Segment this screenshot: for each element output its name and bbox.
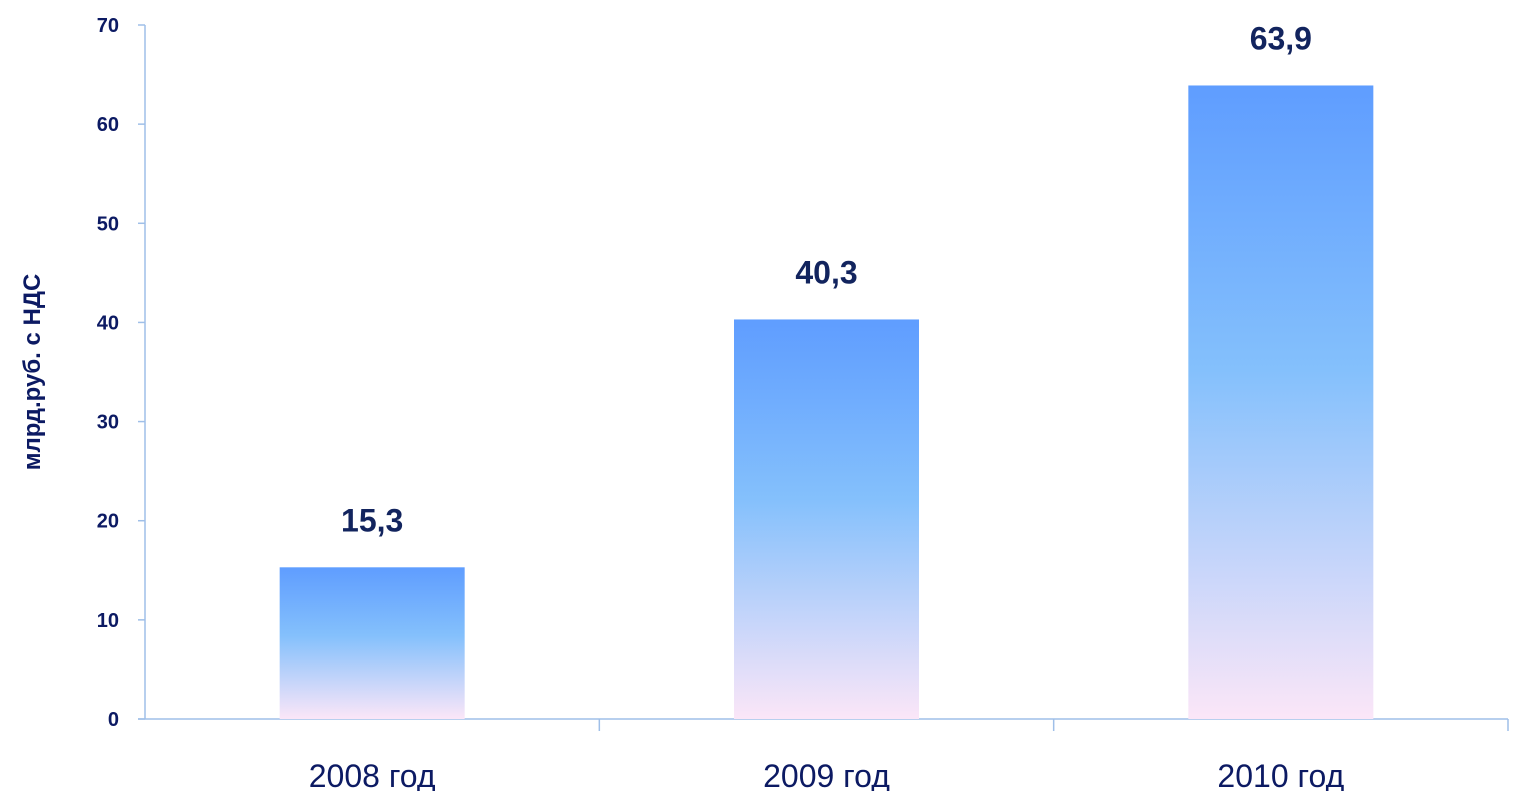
y-tick-label: 0 xyxy=(108,709,119,731)
bar xyxy=(734,319,919,719)
data-labels: 2008 год 15,3 2009 год 40,3 2010 год 63,9 xyxy=(309,20,1345,791)
y-tick-label: 30 xyxy=(97,412,119,434)
y-tick-label: 70 xyxy=(97,15,119,37)
x-tick-label: 2009 год xyxy=(763,758,890,791)
y-tick-label: 60 xyxy=(97,114,119,136)
x-tick-label: 2010 год xyxy=(1217,758,1344,791)
bar xyxy=(1188,85,1374,719)
data-label: 15,3 xyxy=(341,502,403,538)
y-tick-label: 20 xyxy=(97,511,119,533)
y-axis-label: млрд.руб. с НДС xyxy=(19,274,46,471)
data-label: 63,9 xyxy=(1250,20,1312,56)
bar xyxy=(279,567,465,719)
y-tick-label: 40 xyxy=(97,312,119,334)
x-tick-label: 2008 год xyxy=(309,758,436,791)
y-tick-label: 10 xyxy=(97,610,119,632)
bars xyxy=(279,85,1374,719)
y-tick-label: 50 xyxy=(97,213,119,235)
data-label: 40,3 xyxy=(795,254,857,290)
